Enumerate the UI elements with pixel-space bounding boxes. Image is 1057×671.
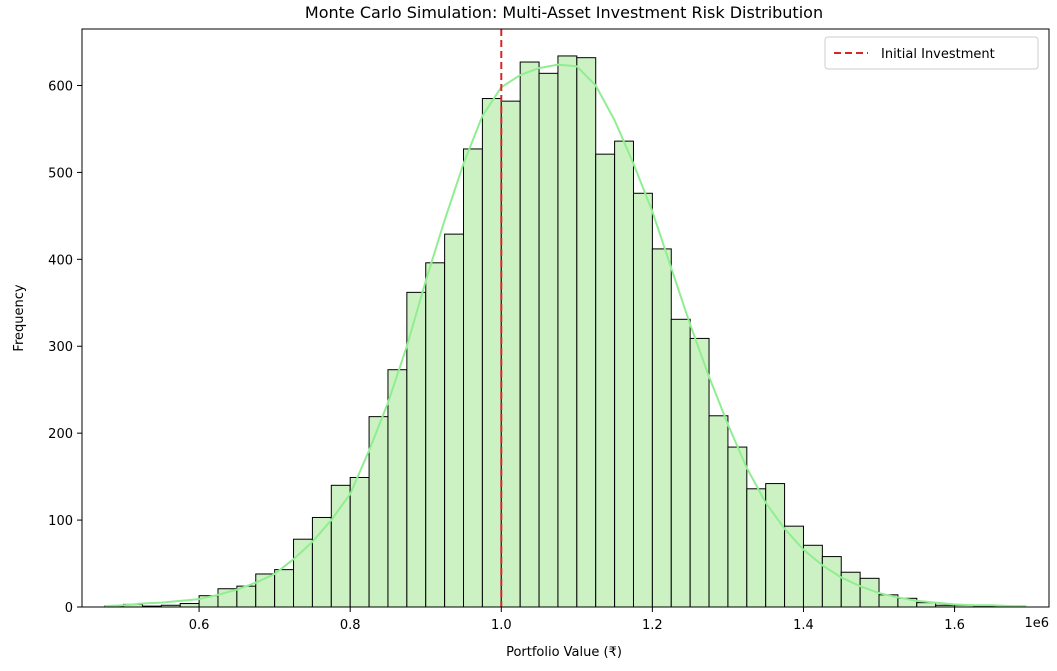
histogram-bar xyxy=(840,571,861,608)
histogram-bar xyxy=(689,337,710,608)
histogram-bar xyxy=(557,55,578,608)
histogram-bar xyxy=(500,100,521,608)
x-tick-label: 1.0 xyxy=(491,618,512,633)
x-tick-label: 1.6 xyxy=(944,618,965,633)
histogram-bar xyxy=(708,415,729,608)
histogram-bar xyxy=(651,248,672,608)
histogram-bar xyxy=(425,262,446,608)
histogram-bar xyxy=(519,61,540,608)
histogram-bar xyxy=(727,446,748,608)
y-tick-label: 100 xyxy=(48,514,73,529)
legend: Initial Investment xyxy=(824,36,1039,70)
y-tick-label: 600 xyxy=(48,79,73,94)
legend-box xyxy=(824,36,1039,70)
histogram-bar xyxy=(349,476,370,608)
histogram-bar xyxy=(538,72,559,608)
histogram-bar xyxy=(765,483,786,608)
histogram-bar xyxy=(614,140,634,608)
x-tick-label: 1.2 xyxy=(642,618,663,633)
y-axis-label: Frequency xyxy=(12,284,27,351)
plot-frame xyxy=(81,28,1050,608)
x-axis-offset-label: 1e6 xyxy=(1024,616,1049,631)
histogram-bar xyxy=(330,484,351,608)
histogram-bar xyxy=(481,98,502,608)
histogram-bar xyxy=(802,544,823,608)
histogram-bar xyxy=(274,569,295,608)
y-tick-label: 0 xyxy=(65,601,73,616)
x-tick-label: 1.4 xyxy=(793,618,814,633)
x-axis-label: Portfolio Value (₹) xyxy=(506,645,622,660)
histogram-bar xyxy=(444,233,465,608)
histogram-bar xyxy=(576,57,597,608)
x-tick-label: 0.8 xyxy=(340,618,361,633)
histogram-bar xyxy=(746,488,767,608)
y-tick-label: 300 xyxy=(48,340,73,355)
histogram-bars xyxy=(104,55,1012,608)
histogram-bar xyxy=(632,192,653,608)
legend-label-initial-investment: Initial Investment xyxy=(881,47,995,62)
kde-curve xyxy=(104,63,1027,608)
y-tick-label: 500 xyxy=(48,166,73,181)
histogram-bar xyxy=(821,556,842,608)
chart-title: Monte Carlo Simulation: Multi-Asset Inve… xyxy=(305,3,823,22)
histogram-bar xyxy=(179,603,200,608)
y-tick-label: 400 xyxy=(48,253,73,268)
histogram-bar xyxy=(595,153,616,608)
y-tick-label: 200 xyxy=(48,427,73,442)
histogram-bar xyxy=(670,318,691,608)
histogram-bar xyxy=(387,369,408,608)
y-axis-ticks: 0 100 200 300 400 500 600 xyxy=(48,79,82,616)
x-tick-label: 0.6 xyxy=(189,618,210,633)
x-axis-ticks: 0.6 0.8 1.0 1.2 1.4 1.6 xyxy=(189,607,965,633)
histogram-bar xyxy=(463,148,483,608)
